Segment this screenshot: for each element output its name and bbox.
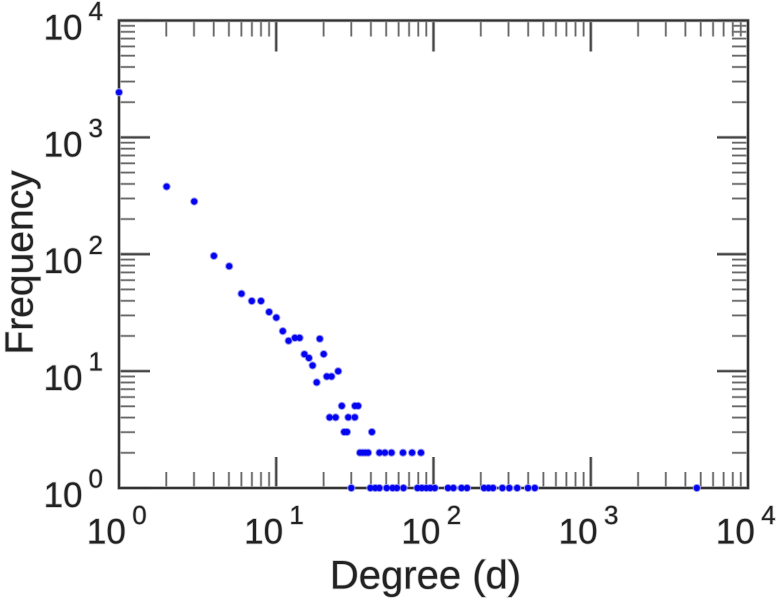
- svg-text:2: 2: [447, 500, 461, 530]
- svg-text:4: 4: [89, 0, 103, 26]
- svg-text:2: 2: [89, 230, 103, 260]
- svg-text:4: 4: [89, 0, 103, 26]
- svg-text:1: 1: [89, 347, 103, 377]
- svg-text:3: 3: [604, 500, 618, 530]
- svg-text:3: 3: [89, 113, 103, 143]
- svg-text:Degree (d): Degree (d): [330, 554, 521, 598]
- svg-text:10: 10: [244, 513, 283, 552]
- svg-text:3: 3: [604, 500, 618, 530]
- svg-text:1: 1: [289, 500, 303, 530]
- svg-text:0: 0: [89, 464, 103, 494]
- svg-text:10: 10: [87, 513, 126, 552]
- svg-text:1: 1: [289, 500, 303, 530]
- svg-text:0: 0: [132, 500, 146, 530]
- svg-text:10: 10: [44, 9, 83, 48]
- svg-text:10: 10: [401, 513, 440, 552]
- svg-text:2: 2: [89, 230, 103, 260]
- svg-text:10: 10: [716, 513, 755, 552]
- svg-text:10: 10: [44, 125, 83, 164]
- svg-text:Frequency: Frequency: [0, 170, 42, 355]
- svg-text:10: 10: [401, 513, 440, 552]
- svg-text:0: 0: [132, 500, 146, 530]
- svg-text:4: 4: [761, 500, 775, 530]
- svg-text:10: 10: [44, 476, 83, 515]
- svg-text:10: 10: [244, 513, 283, 552]
- svg-text:10: 10: [44, 476, 83, 515]
- svg-text:10: 10: [44, 242, 83, 281]
- svg-text:10: 10: [716, 513, 755, 552]
- svg-text:10: 10: [44, 242, 83, 281]
- svg-text:Degree (d): Degree (d): [330, 554, 521, 598]
- svg-text:10: 10: [44, 125, 83, 164]
- svg-text:10: 10: [87, 513, 126, 552]
- svg-text:Frequency: Frequency: [0, 170, 42, 355]
- svg-text:10: 10: [44, 9, 83, 48]
- svg-text:0: 0: [89, 464, 103, 494]
- svg-text:4: 4: [761, 500, 775, 530]
- svg-text:10: 10: [559, 513, 598, 552]
- svg-text:10: 10: [559, 513, 598, 552]
- svg-text:2: 2: [447, 500, 461, 530]
- svg-text:1: 1: [89, 347, 103, 377]
- svg-text:10: 10: [44, 359, 83, 398]
- svg-text:10: 10: [44, 359, 83, 398]
- svg-text:3: 3: [89, 113, 103, 143]
